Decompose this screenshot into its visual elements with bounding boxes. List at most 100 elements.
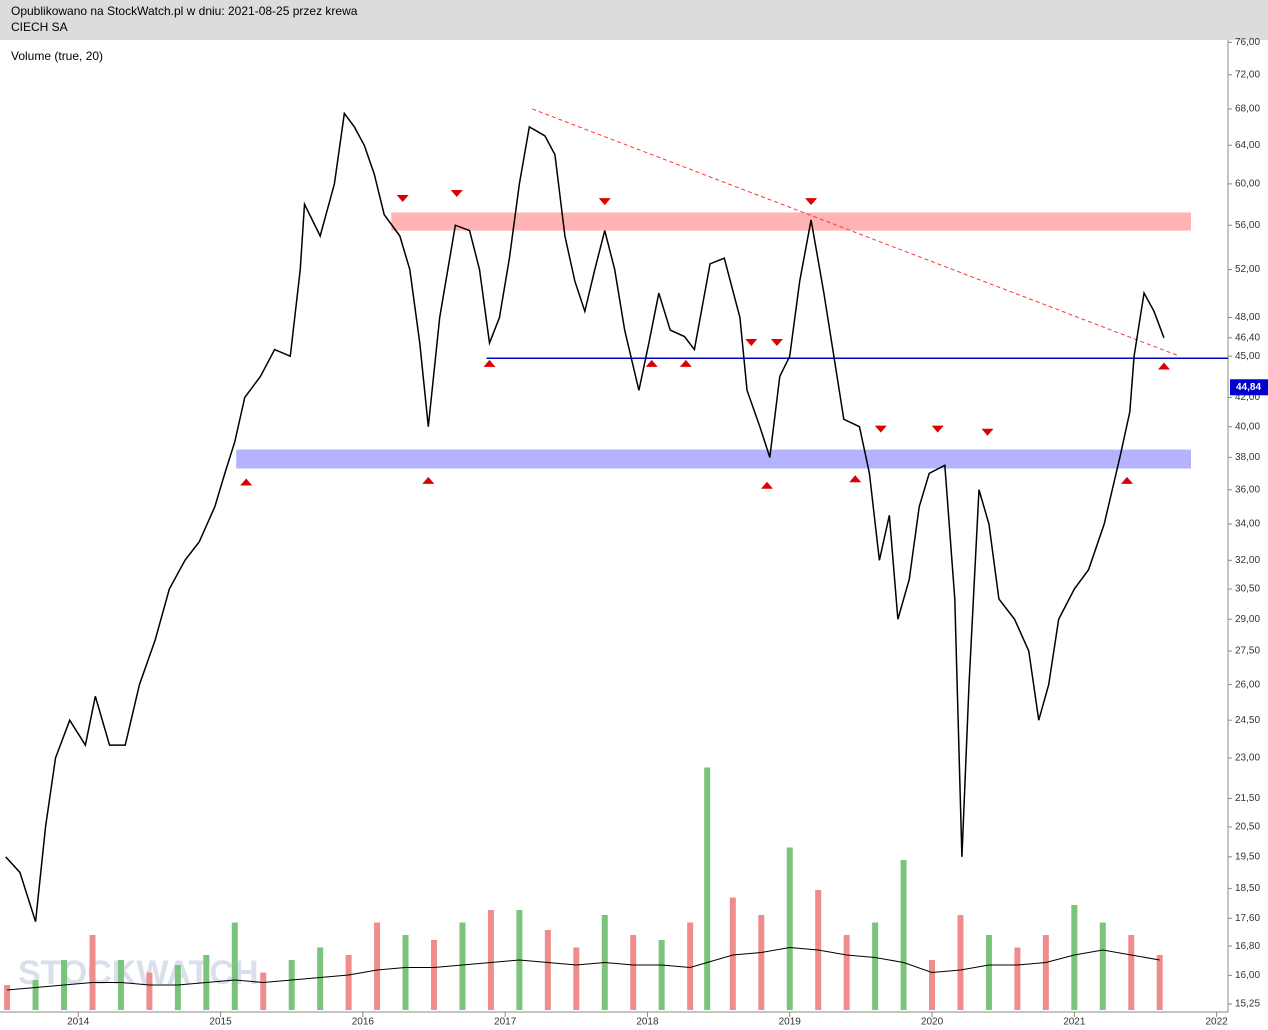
publish-line: Opublikowano na StockWatch.pl w dniu: 20…: [11, 4, 358, 18]
company: CIECH SA: [11, 20, 68, 34]
y-tick-label: 19,50: [1235, 852, 1260, 863]
volume-bar: [288, 960, 295, 1010]
trend-line: [532, 108, 1180, 357]
y-tick-label: 32,00: [1235, 555, 1260, 566]
volume-bar: [985, 935, 992, 1010]
volume-bar: [459, 922, 466, 1010]
volume-bar: [231, 922, 238, 1010]
volume-bar: [687, 922, 694, 1010]
volume-bar: [957, 915, 964, 1010]
volume-bar: [929, 960, 936, 1010]
y-tick-label: 76,00: [1235, 37, 1260, 48]
y-tick-label: 17,60: [1235, 913, 1260, 924]
marker-down: [981, 428, 994, 436]
y-tick-label: 15,25: [1235, 999, 1260, 1010]
y-tick-label: 52,00: [1235, 264, 1260, 275]
y-tick-label: 36,00: [1235, 484, 1260, 495]
marker-up: [1157, 362, 1170, 370]
indicator: Volume (true, 20): [11, 49, 103, 63]
x-tick-label: 2018: [636, 1017, 659, 1028]
volume-bar: [117, 960, 124, 1010]
volume-bar: [345, 955, 352, 1010]
x-tick-label: 2020: [921, 1017, 944, 1028]
marker-up: [422, 476, 435, 484]
price-line: [5, 111, 1165, 922]
y-tick-label: 18,50: [1235, 883, 1260, 894]
y-tick-label: 48,00: [1235, 312, 1260, 323]
y-tick-label: 30,50: [1235, 584, 1260, 595]
volume-bar: [402, 935, 409, 1010]
x-tick-label: 2022: [1205, 1017, 1228, 1028]
zone: [391, 212, 1192, 231]
y-tick-label: 34,00: [1235, 519, 1260, 530]
y-tick-label: 45,00: [1235, 351, 1260, 362]
x-tick-label: 2016: [352, 1017, 375, 1028]
volume-bar: [1042, 935, 1049, 1010]
marker-up: [483, 359, 496, 367]
volume-bar: [658, 940, 665, 1010]
volume-ma: [7, 946, 1160, 991]
volume-bar: [872, 922, 879, 1010]
marker-up: [240, 478, 253, 486]
x-tick-label: 2017: [494, 1017, 517, 1028]
marker-down: [874, 425, 887, 433]
y-tick-label: 27,50: [1235, 646, 1260, 657]
volume-bar: [843, 935, 850, 1010]
volume-bar: [758, 915, 765, 1010]
volume-bar: [729, 897, 736, 1010]
volume-bar: [1014, 947, 1021, 1010]
marker-up: [679, 359, 692, 367]
volume-bar: [89, 935, 96, 1010]
volume-bar: [1099, 922, 1106, 1010]
y-tick-label: 21,50: [1235, 793, 1260, 804]
volume-bar: [174, 965, 181, 1010]
volume-bar: [317, 947, 324, 1010]
volume-bar: [487, 910, 494, 1010]
marker-down: [450, 189, 463, 197]
marker-up: [760, 481, 773, 489]
volume-bar: [1071, 905, 1078, 1010]
y-tick-label: 64,00: [1235, 140, 1260, 151]
y-tick-label: 29,00: [1235, 614, 1260, 625]
volume-bar: [900, 860, 907, 1010]
volume-bar: [260, 972, 267, 1010]
y-tick-label: 72,00: [1235, 69, 1260, 80]
y-tick-label: 24,50: [1235, 715, 1260, 726]
volume-bar: [4, 985, 11, 1010]
y-tick-label: 20,50: [1235, 822, 1260, 833]
marker-down: [598, 198, 611, 206]
marker-up: [849, 475, 862, 483]
x-tick-label: 2014: [67, 1017, 90, 1028]
marker-down: [931, 425, 944, 433]
last-price-label: 44,84: [1236, 382, 1261, 393]
header-bar: [0, 0, 1268, 40]
volume-bar: [573, 947, 580, 1010]
y-tick-label: 68,00: [1235, 104, 1260, 115]
marker-down: [745, 338, 758, 346]
volume-bar: [544, 930, 551, 1010]
x-tick-label: 2015: [209, 1017, 232, 1028]
marker-down: [396, 195, 409, 203]
y-tick-label: 38,00: [1235, 452, 1260, 463]
last-price-box: [1230, 379, 1268, 396]
volume-bar: [32, 980, 39, 1010]
volume-bar: [704, 767, 711, 1010]
volume-bar: [374, 922, 381, 1010]
marker-down: [770, 338, 783, 346]
volume-bar: [1156, 955, 1163, 1010]
volume-bar: [786, 847, 793, 1010]
y-tick-label: 60,00: [1235, 179, 1260, 190]
y-tick-label: 23,00: [1235, 753, 1260, 764]
marker-up: [645, 359, 658, 367]
marker-up: [1120, 476, 1133, 484]
y-tick-label: 42,00: [1235, 392, 1260, 403]
volume-bar: [630, 935, 637, 1010]
y-tick-label: 16,80: [1235, 941, 1260, 952]
volume-bar: [1128, 935, 1135, 1010]
zone: [236, 449, 1192, 469]
volume-bar: [146, 972, 153, 1010]
y-tick-label: 40,00: [1235, 421, 1260, 432]
volume-bar: [430, 940, 437, 1010]
y-tick-label: 16,00: [1235, 970, 1260, 981]
